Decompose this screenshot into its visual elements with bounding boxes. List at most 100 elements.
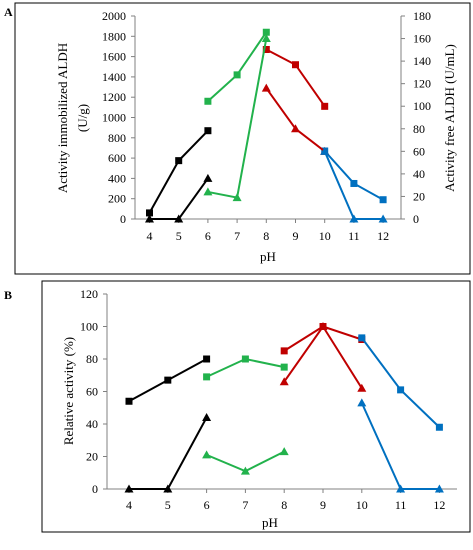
x-tick-label: 7: [242, 498, 248, 512]
series-line: [360, 337, 441, 428]
x-tick-label: 5: [176, 229, 182, 243]
x-tick-label: 9: [320, 498, 326, 512]
data-point-triangle: [261, 83, 271, 92]
y-tick-label-left: 2000: [102, 9, 126, 23]
x-tick-label: 11: [348, 229, 360, 243]
x-tick-label: 6: [204, 498, 210, 512]
x-axis-title: pH: [260, 249, 276, 264]
y-tick-label-left: 40: [86, 417, 98, 431]
x-tick-label: 9: [293, 229, 299, 243]
data-point-triangle: [124, 484, 134, 493]
data-point-square: [321, 102, 329, 110]
y-axis-title-right: Activity free ALDH (U/mL): [442, 44, 457, 192]
data-point-triangle: [357, 398, 367, 407]
x-tick-label: 12: [377, 229, 389, 243]
data-point-triangle: [396, 484, 406, 493]
x-tick-label: 4: [147, 229, 153, 243]
y-tick-label-left: 20: [86, 450, 98, 464]
data-point-square: [241, 355, 249, 363]
y-tick-label-right: 0: [413, 212, 419, 226]
panel-frame: [14, 2, 471, 275]
y-tick-label-left: 800: [108, 131, 126, 145]
data-point-triangle: [202, 450, 212, 459]
data-point-square: [262, 28, 270, 36]
y-tick-label-right: 120: [413, 77, 431, 91]
series-line: [207, 38, 268, 199]
data-point-square: [203, 355, 211, 363]
data-point-triangle: [318, 322, 328, 330]
y-tick-label-left: 100: [80, 320, 98, 334]
x-tick-label: 8: [281, 498, 287, 512]
data-point-triangle: [357, 383, 367, 392]
series-line: [265, 87, 326, 153]
y-axis-title-left-unit: (U/g): [75, 104, 90, 132]
data-point-square: [280, 363, 288, 371]
y-axis-title-left: Relative activity (%): [61, 337, 76, 445]
x-tick-label: 6: [205, 229, 211, 243]
data-point-square: [262, 45, 270, 53]
data-point-triangle: [174, 214, 184, 223]
y-tick-label-left: 200: [108, 192, 126, 206]
data-point-square: [397, 386, 405, 394]
y-tick-label-right: 60: [413, 144, 425, 158]
data-point-triangle: [279, 447, 289, 456]
panel-a: A 0 200 400 600 800 1000 1200 1400 1600 1800 2000 0 2…: [4, 2, 471, 275]
y-tick-label-left: 120: [80, 287, 98, 301]
y-tick-label-left: 1800: [102, 29, 126, 43]
data-point-square: [204, 127, 212, 135]
data-point-square: [146, 209, 153, 217]
y-tick-label-right: 100: [413, 99, 431, 113]
data-point-square: [280, 347, 288, 355]
y-tick-label-left: 1000: [102, 111, 126, 125]
data-point-square: [435, 423, 443, 431]
data-point-triangle: [202, 413, 212, 421]
data-point-triangle: [203, 187, 213, 196]
panel-frame: [41, 280, 471, 533]
y-tick-label-right: 20: [413, 189, 425, 203]
series-line: [148, 129, 209, 214]
data-point-square: [350, 179, 358, 187]
x-tick-label: 7: [234, 229, 240, 243]
data-point-triangle: [145, 214, 154, 223]
data-point-square: [358, 334, 366, 342]
data-point-triangle: [434, 484, 444, 493]
y-tick-label-right: 160: [413, 32, 431, 46]
series-line: [283, 325, 363, 352]
panel-letter: A: [4, 5, 13, 19]
data-point-square: [204, 97, 212, 105]
data-point-triangle: [349, 214, 359, 223]
y-tick-label-left: 1600: [102, 50, 126, 64]
data-point-triangle: [320, 146, 330, 155]
data-point-triangle: [232, 193, 242, 202]
data-point-triangle: [279, 377, 289, 386]
x-tick-label: 12: [433, 498, 445, 512]
y-tick-label-left: 1200: [102, 90, 126, 104]
x-tick-label: 10: [319, 229, 331, 243]
data-point-triangle: [291, 124, 300, 133]
data-point-square: [125, 397, 133, 405]
series-line: [323, 150, 384, 201]
x-tick-label: 5: [165, 498, 171, 512]
y-tick-label-right: 80: [413, 122, 425, 136]
y-tick-label-left: 80: [86, 352, 98, 366]
y-tick-label-left: 400: [108, 171, 126, 185]
data-point-triangle: [203, 173, 213, 182]
y-tick-label-left: 0: [92, 482, 98, 496]
data-point-square: [233, 71, 241, 79]
panel-b: B 0 20 40 60 80 100 120 4 5 6 7 8 9 10 11 12 pH Relative a…: [4, 280, 471, 533]
y-tick-label-right: 40: [413, 167, 425, 181]
data-point-square: [203, 373, 211, 381]
y-tick-label-right: 180: [413, 9, 431, 23]
data-point-triangle: [378, 214, 388, 223]
y-tick-label-right: 140: [413, 54, 431, 68]
y-tick-label-left: 600: [108, 151, 126, 165]
x-tick-label: 4: [126, 498, 132, 512]
y-tick-label-left: 0: [120, 212, 126, 226]
series-line: [265, 48, 326, 107]
panel-letter: B: [4, 288, 12, 302]
data-point-triangle: [261, 34, 271, 43]
y-axis-title-left: Activity immobilized ALDH: [55, 43, 70, 193]
x-tick-label: 11: [395, 498, 407, 512]
y-tick-label-left: 60: [86, 385, 98, 399]
